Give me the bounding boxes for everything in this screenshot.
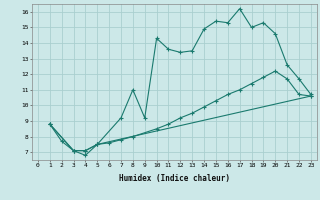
X-axis label: Humidex (Indice chaleur): Humidex (Indice chaleur): [119, 174, 230, 183]
